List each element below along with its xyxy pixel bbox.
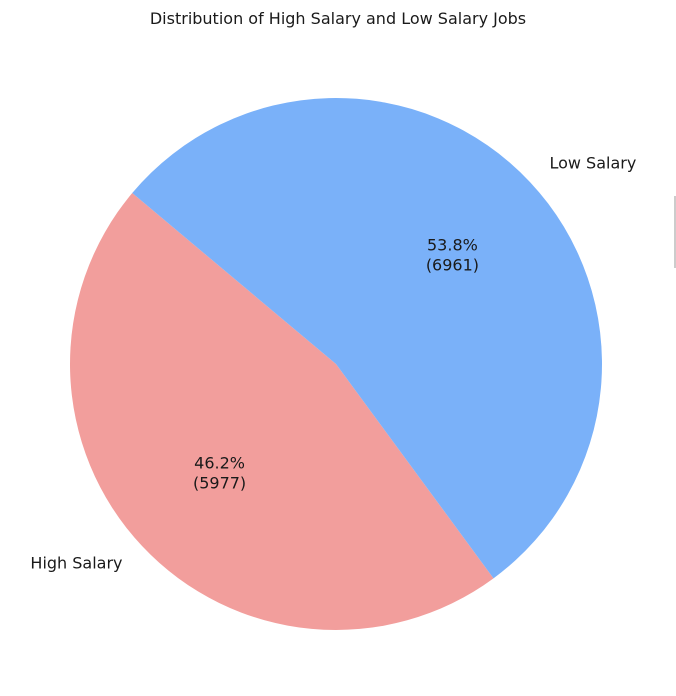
slice-percent-label: 46.2% <box>194 454 245 473</box>
pie-labels: High Salary 46.2%(5977) Low Salary 53.8%(69… <box>30 153 636 572</box>
pie-slices <box>69 98 602 631</box>
edge-mark <box>674 196 676 268</box>
pie-slice-low-salary <box>132 98 602 579</box>
slice-label: High Salary <box>30 554 122 573</box>
pie-slice-high-salary <box>69 193 494 631</box>
slice-count-label: (5977) <box>193 474 246 493</box>
slice-percent-label: 53.8% <box>427 235 478 254</box>
slice-count-label: (6961) <box>426 255 479 274</box>
slice-label: Low Salary <box>549 153 636 172</box>
chart-title: Distribution of High Salary and Low Sala… <box>149 9 527 28</box>
